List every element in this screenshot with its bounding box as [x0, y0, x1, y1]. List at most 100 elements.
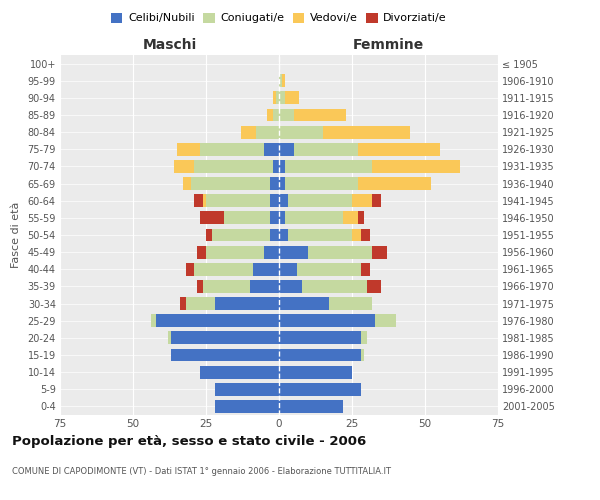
- Bar: [352, 228, 361, 241]
- Bar: [376, 314, 396, 327]
- Bar: [276, 92, 279, 104]
- Bar: [194, 160, 273, 173]
- Bar: [177, 143, 200, 156]
- Text: Femmine: Femmine: [353, 38, 424, 52]
- Bar: [273, 92, 276, 104]
- Bar: [358, 177, 431, 190]
- Bar: [343, 212, 358, 224]
- Bar: [203, 280, 250, 293]
- Bar: [329, 297, 373, 310]
- Bar: [273, 160, 279, 173]
- Bar: [206, 246, 265, 258]
- Bar: [361, 228, 370, 241]
- Bar: [197, 280, 203, 293]
- Bar: [279, 108, 293, 122]
- Bar: [215, 400, 279, 413]
- Bar: [194, 194, 203, 207]
- Bar: [180, 297, 185, 310]
- Bar: [171, 348, 279, 362]
- Bar: [206, 194, 270, 207]
- Bar: [185, 263, 194, 276]
- Bar: [279, 400, 343, 413]
- Bar: [288, 194, 352, 207]
- Bar: [215, 383, 279, 396]
- Bar: [174, 160, 194, 173]
- Bar: [279, 314, 376, 327]
- Bar: [279, 263, 296, 276]
- Bar: [270, 228, 279, 241]
- Bar: [279, 143, 293, 156]
- Bar: [279, 74, 282, 87]
- Bar: [323, 126, 410, 138]
- Legend: Celibi/Nubili, Coniugati/e, Vedovi/e, Divorziati/e: Celibi/Nubili, Coniugati/e, Vedovi/e, Di…: [107, 8, 451, 28]
- Bar: [191, 177, 270, 190]
- Bar: [373, 194, 381, 207]
- Bar: [206, 228, 212, 241]
- Bar: [279, 177, 285, 190]
- Bar: [279, 246, 308, 258]
- Bar: [279, 348, 361, 362]
- Y-axis label: Fasce di età: Fasce di età: [11, 202, 20, 268]
- Bar: [302, 280, 367, 293]
- Bar: [151, 314, 157, 327]
- Bar: [182, 177, 191, 190]
- Bar: [285, 92, 299, 104]
- Bar: [288, 228, 352, 241]
- Bar: [250, 280, 279, 293]
- Bar: [270, 194, 279, 207]
- Bar: [279, 126, 323, 138]
- Bar: [270, 212, 279, 224]
- Bar: [282, 74, 285, 87]
- Bar: [268, 108, 273, 122]
- Bar: [279, 366, 352, 378]
- Bar: [200, 366, 279, 378]
- Bar: [270, 177, 279, 190]
- Bar: [279, 92, 285, 104]
- Bar: [224, 212, 270, 224]
- Text: Popolazione per età, sesso e stato civile - 2006: Popolazione per età, sesso e stato civil…: [12, 435, 366, 448]
- Bar: [157, 314, 279, 327]
- Bar: [171, 332, 279, 344]
- Bar: [194, 263, 253, 276]
- Bar: [256, 126, 279, 138]
- Bar: [279, 194, 288, 207]
- Bar: [279, 332, 361, 344]
- Bar: [253, 263, 279, 276]
- Bar: [279, 297, 329, 310]
- Text: Maschi: Maschi: [142, 38, 197, 52]
- Bar: [293, 108, 346, 122]
- Bar: [197, 246, 206, 258]
- Bar: [203, 194, 206, 207]
- Bar: [279, 280, 302, 293]
- Bar: [200, 212, 224, 224]
- Bar: [293, 143, 358, 156]
- Bar: [361, 263, 370, 276]
- Bar: [200, 143, 265, 156]
- Bar: [168, 332, 171, 344]
- Bar: [185, 297, 215, 310]
- Bar: [361, 332, 367, 344]
- Bar: [308, 246, 373, 258]
- Bar: [265, 143, 279, 156]
- Bar: [358, 212, 364, 224]
- Bar: [212, 228, 270, 241]
- Bar: [279, 228, 288, 241]
- Text: COMUNE DI CAPODIMONTE (VT) - Dati ISTAT 1° gennaio 2006 - Elaborazione TUTTITALI: COMUNE DI CAPODIMONTE (VT) - Dati ISTAT …: [12, 468, 391, 476]
- Bar: [361, 348, 364, 362]
- Bar: [241, 126, 256, 138]
- Bar: [279, 160, 285, 173]
- Bar: [352, 194, 373, 207]
- Bar: [373, 246, 387, 258]
- Bar: [273, 108, 279, 122]
- Bar: [358, 143, 440, 156]
- Bar: [215, 297, 279, 310]
- Bar: [285, 160, 373, 173]
- Bar: [285, 177, 358, 190]
- Bar: [279, 212, 285, 224]
- Bar: [373, 160, 460, 173]
- Bar: [367, 280, 381, 293]
- Bar: [279, 383, 361, 396]
- Bar: [296, 263, 361, 276]
- Bar: [265, 246, 279, 258]
- Bar: [285, 212, 343, 224]
